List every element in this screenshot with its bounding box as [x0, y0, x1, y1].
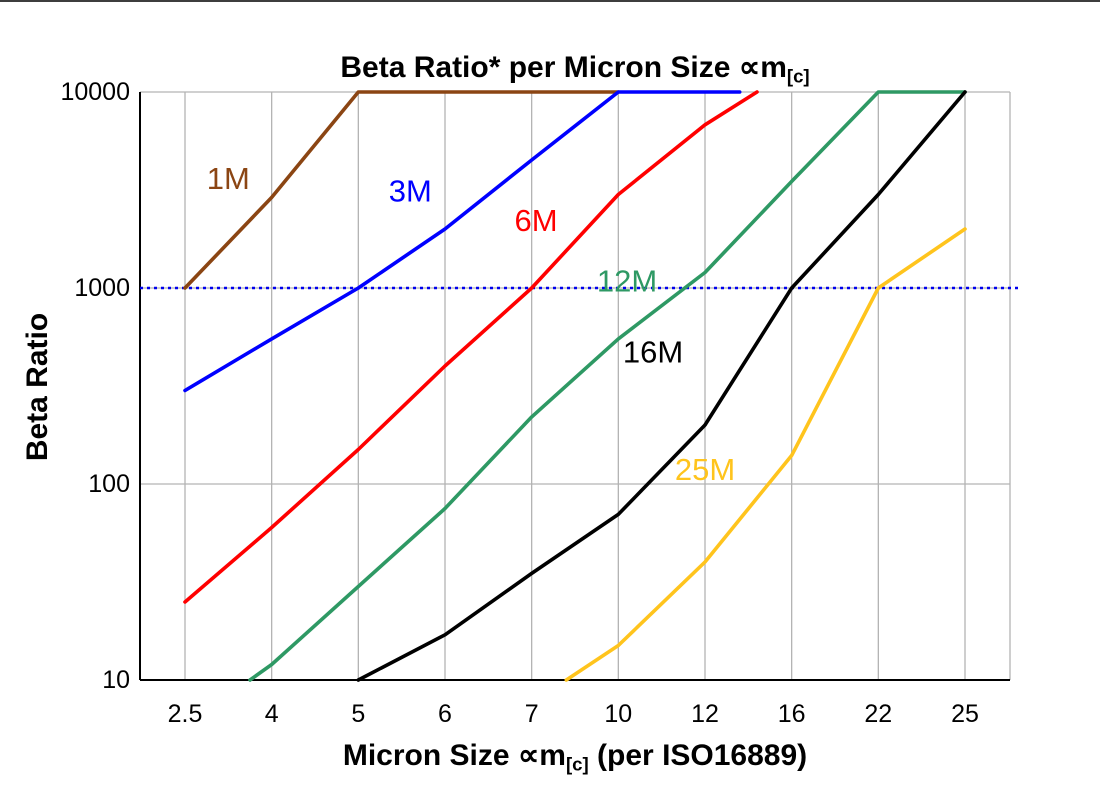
series-label-3M: 3M	[389, 174, 432, 209]
x-tick-label: 2.5	[168, 700, 203, 728]
x-axis-label-suffix: (per ISO16889)	[588, 739, 808, 772]
x-tick-label: 22	[864, 700, 892, 728]
x-tick-label: 12	[691, 700, 719, 728]
chart-title-text: Beta Ratio* per Micron Size ∝m	[340, 51, 787, 84]
x-tick-label: 16	[778, 700, 806, 728]
x-axis-label-text: Micron Size ∝m	[342, 739, 566, 772]
x-tick-label: 10	[604, 700, 632, 728]
x-tick-label: 4	[265, 700, 279, 728]
series-line-12M	[248, 90, 967, 682]
x-axis-label-subscript: [c]	[565, 753, 589, 775]
series-line-25M	[564, 227, 967, 682]
series-line-16M	[356, 90, 967, 682]
series-label-1M: 1M	[207, 161, 250, 196]
x-tick-label: 25	[951, 700, 979, 728]
chart-title-subscript: [c]	[786, 65, 810, 87]
y-tick-label: 10000	[60, 78, 130, 106]
y-tick-label: 10	[102, 666, 130, 694]
series-label-12M: 12M	[597, 263, 657, 298]
x-axis-label: Micron Size ∝m[c] (per ISO16889)	[140, 738, 1010, 776]
series-label-6M: 6M	[514, 203, 557, 238]
series-line-1M	[183, 90, 621, 290]
series-label-25M: 25M	[675, 452, 735, 487]
x-tick-label: 5	[351, 700, 365, 728]
series-label-16M: 16M	[623, 334, 683, 369]
chart-title: Beta Ratio* per Micron Size ∝m[c]	[140, 50, 1010, 88]
x-tick-label: 6	[438, 700, 452, 728]
series-line-3M	[183, 90, 742, 393]
series-line-6M	[183, 90, 759, 604]
x-tick-label: 7	[525, 700, 539, 728]
y-tick-label: 1000	[74, 274, 130, 302]
y-axis-label: Beta Ratio	[21, 312, 54, 462]
y-tick-label: 100	[88, 470, 130, 498]
